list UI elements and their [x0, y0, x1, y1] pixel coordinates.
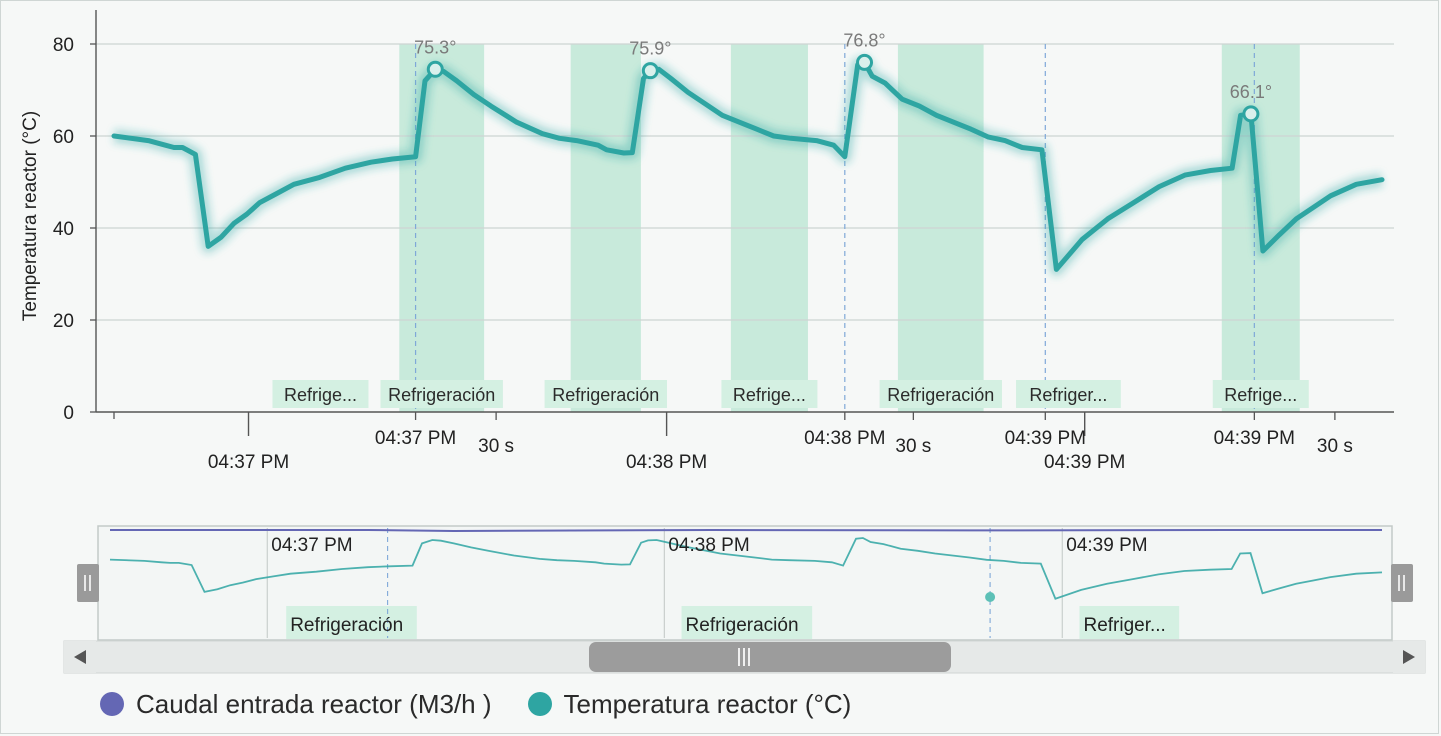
band-label: Refrigeración — [388, 385, 495, 405]
navigator-left-handle[interactable] — [77, 564, 99, 602]
navigator-band — [286, 606, 417, 639]
navigator-temperature-line — [109, 537, 1383, 600]
scroll-left-button[interactable] — [64, 641, 96, 673]
y-axis: 0 20 40 60 80 — [53, 10, 97, 424]
grip-icon — [1398, 575, 1405, 591]
band-label: Refrige... — [1224, 385, 1297, 405]
navigator[interactable]: 04:37 PM 04:38 PM 04:39 PM Refrigeración Ref… — [63, 525, 1426, 674]
y-axis-label: Temperatura reactor (°C) — [20, 111, 41, 321]
peak-marker — [426, 60, 444, 78]
band-label-bg — [1212, 380, 1309, 408]
band-label: Refrigeración — [552, 385, 659, 405]
band-label-bg — [272, 380, 369, 408]
arrow-right-icon — [1403, 650, 1415, 664]
navigator-grid — [266, 528, 1063, 638]
band-label-bg — [544, 380, 667, 408]
band-label: Refriger... — [1029, 385, 1107, 405]
navigator-tick-label: 04:39 PM — [1066, 535, 1147, 556]
x-tick-label-minor: 04:37 PM — [375, 428, 456, 449]
navigator-bands — [286, 606, 1180, 639]
main-chart: Temperatura reactor (°C) 0 20 40 60 80 04:37… — [20, 10, 1426, 674]
band-label: Refrige... — [733, 385, 806, 405]
navigator-band-label: Refriger... — [1083, 615, 1165, 636]
legend: Caudal entrada reactor (M3/h ) Temperatu… — [100, 686, 851, 722]
legend-swatch-flow — [100, 692, 124, 716]
peak-marker — [641, 62, 659, 80]
navigator-series — [109, 528, 1383, 602]
grid — [96, 43, 1394, 321]
arrow-left-icon — [74, 650, 86, 664]
x-tick-label-minor: 04:39 PM — [1005, 428, 1086, 449]
y-tick-label: 20 — [53, 311, 74, 332]
series — [111, 55, 1385, 277]
grip-icon — [738, 648, 750, 666]
x-tick-label-major: 04:37 PM — [208, 452, 289, 473]
grip-icon — [84, 575, 91, 591]
navigator-flow-line — [110, 528, 1382, 533]
legend-label-temperature: Temperatura reactor (°C) — [563, 688, 852, 719]
peak-marker — [1242, 105, 1260, 123]
band-label-bg — [721, 380, 818, 408]
peak-label: 66.1° — [1230, 82, 1272, 102]
y-tick-label: 60 — [53, 127, 74, 148]
x-tick-label-major: 04:39 PM — [1044, 452, 1125, 473]
peak-label: 75.9° — [629, 39, 671, 59]
band-label-bg — [380, 380, 503, 408]
navigator-lines — [387, 528, 991, 638]
legend-item-temperature[interactable]: Temperatura reactor (°C) — [527, 688, 852, 720]
scrollbar-thumb[interactable] — [589, 642, 951, 672]
band-labels: Refrige... Refrigeración Refrigeración Refr… — [272, 380, 1309, 408]
x-axis: 04:37 PM 04:38 PM 04:39 PM 04:37 PM 30 s 04:3… — [96, 411, 1394, 473]
band-label-bg — [879, 380, 1002, 408]
navigator-band-label: Refrigeración — [290, 615, 403, 636]
navigator-right-handle[interactable] — [1391, 564, 1413, 602]
legend-item-flow[interactable]: Caudal entrada reactor (M3/h ) — [100, 689, 492, 720]
peak-label: 76.8° — [843, 30, 885, 50]
navigator-band — [681, 606, 813, 639]
navigator-tick-label: 04:37 PM — [271, 535, 352, 556]
x-tick-label-minor: 30 s — [478, 436, 514, 457]
peak-marker — [856, 53, 874, 71]
x-tick-label-major: 04:38 PM — [626, 452, 707, 473]
band-label-bg — [1016, 380, 1121, 408]
x-tick-label-minor: 30 s — [1317, 436, 1353, 457]
temperature-line — [111, 59, 1385, 272]
scroll-right-button[interactable] — [1393, 641, 1425, 673]
navigator-tick-label: 04:38 PM — [668, 535, 749, 556]
peak-label: 75.3° — [414, 37, 456, 57]
y-tick-label: 0 — [63, 403, 74, 424]
band-label: Refrige... — [284, 385, 357, 405]
navigator-point-marker — [985, 592, 996, 602]
legend-swatch-temperature — [527, 692, 552, 716]
x-tick-label-minor: 04:38 PM — [804, 428, 885, 449]
peak-markers: 75.3° 75.9° 76.8° 66.1° — [414, 30, 1272, 123]
band-label: Refrigeración — [887, 385, 994, 405]
navigator-band-label: Refrigeración — [686, 615, 799, 636]
navigator-labels: 04:37 PM 04:38 PM 04:39 PM Refrigeración Ref… — [271, 535, 1166, 636]
y-tick-label: 40 — [53, 219, 74, 240]
navigator-band — [1079, 606, 1180, 639]
x-tick-label-minor: 04:39 PM — [1214, 428, 1295, 449]
y-tick-label: 80 — [53, 35, 74, 56]
x-tick-label-minor: 30 s — [895, 436, 931, 457]
legend-label-flow: Caudal entrada reactor (M3/h ) — [136, 688, 492, 719]
